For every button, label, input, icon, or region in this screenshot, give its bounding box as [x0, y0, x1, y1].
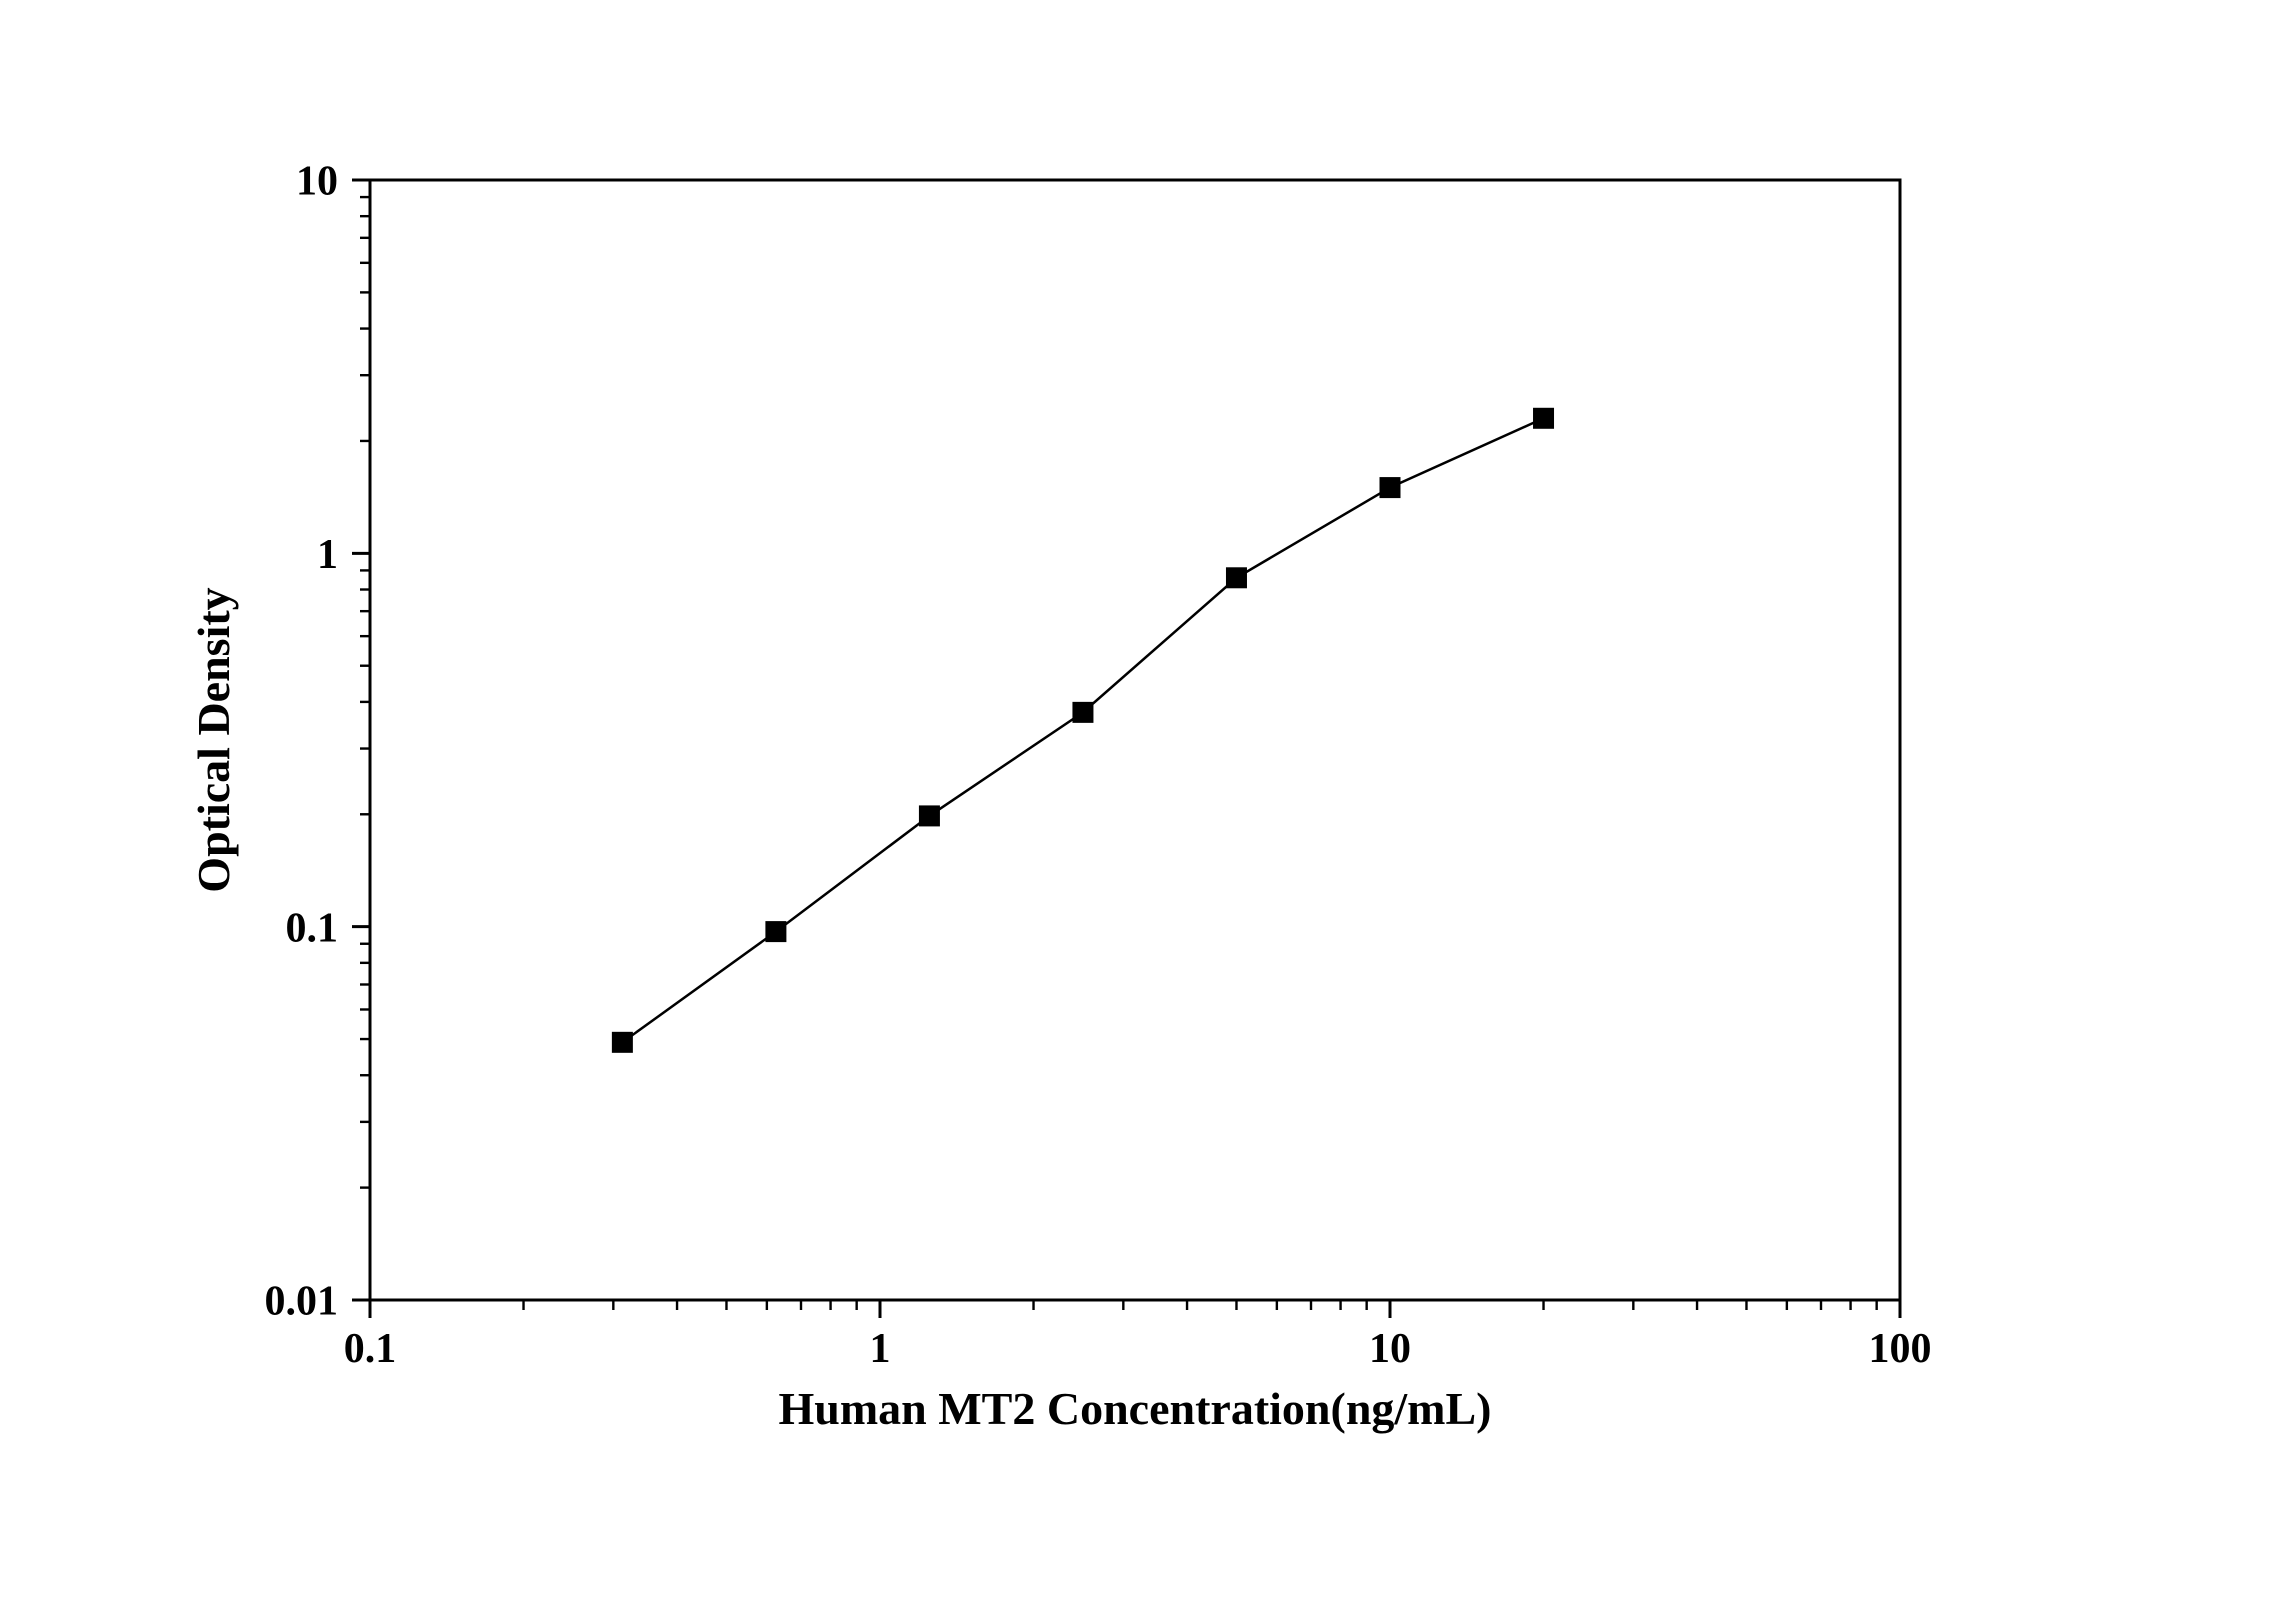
data-point-marker	[1073, 702, 1093, 722]
chart-container: 0.11101000.010.1110Human MT2 Concentrati…	[0, 0, 2296, 1604]
y-tick-label: 0.01	[265, 1279, 339, 1325]
data-point-marker	[766, 922, 786, 942]
data-point-marker	[1380, 478, 1400, 498]
y-tick-label: 10	[296, 159, 338, 205]
data-point-marker	[1226, 568, 1246, 588]
x-axis-label: Human MT2 Concentration(ng/mL)	[779, 1383, 1492, 1434]
data-point-marker	[919, 806, 939, 826]
y-tick-label: 1	[317, 532, 338, 578]
data-point-marker	[1534, 408, 1554, 428]
x-tick-label: 100	[1869, 1326, 1932, 1372]
x-tick-label: 1	[870, 1326, 891, 1372]
x-tick-label: 10	[1369, 1326, 1411, 1372]
x-tick-label: 0.1	[344, 1326, 397, 1372]
y-axis-label: Optical Density	[188, 587, 239, 892]
y-tick-label: 0.1	[286, 905, 339, 951]
data-point-marker	[612, 1032, 632, 1052]
chart-svg: 0.11101000.010.1110Human MT2 Concentrati…	[0, 0, 2296, 1604]
